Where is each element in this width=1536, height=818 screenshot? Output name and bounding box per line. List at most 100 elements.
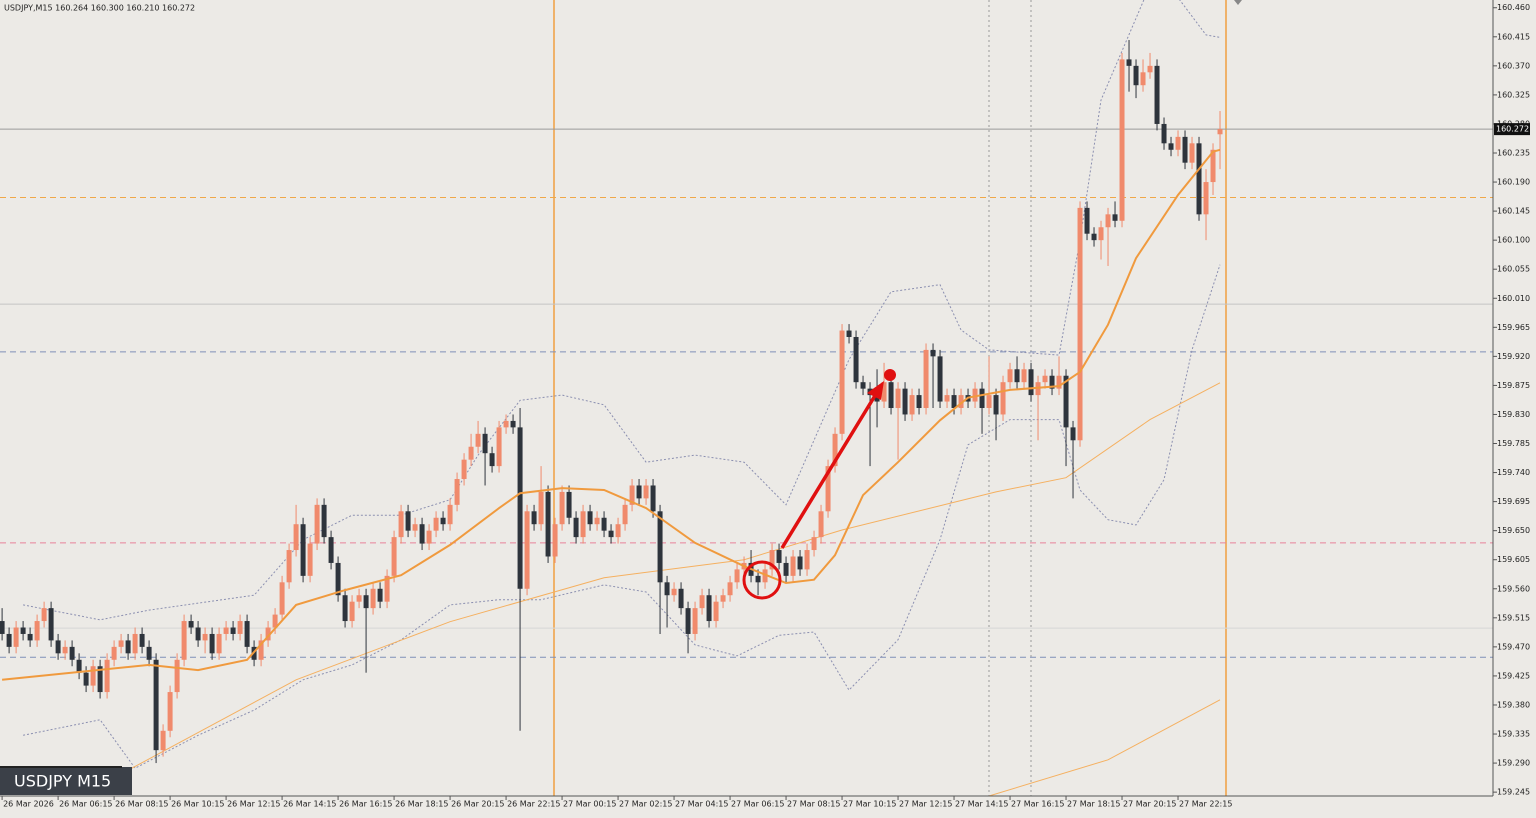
- x-tick-label: 27 Mar 10:15: [843, 800, 896, 809]
- candle-body: [195, 627, 201, 641]
- candle-body: [629, 485, 635, 505]
- candle-body: [216, 633, 222, 654]
- candle-body: [314, 504, 320, 544]
- candle-body: [237, 621, 243, 634]
- candle-body: [664, 582, 670, 596]
- candle-body: [118, 640, 124, 647]
- x-tick-label: 27 Mar 08:15: [787, 800, 840, 809]
- candle-body: [342, 595, 348, 622]
- candle-body: [125, 640, 131, 654]
- candle-body: [566, 491, 572, 518]
- candle-body: [762, 569, 768, 583]
- candle-body: [244, 621, 250, 647]
- candle-body: [223, 627, 229, 634]
- candle-body: [356, 595, 362, 602]
- chart-title: USDJPY,M15 160.264 160.300 160.210 160.2…: [4, 4, 195, 13]
- candle-body: [657, 511, 663, 583]
- candle-body: [594, 517, 600, 525]
- candle-body: [510, 420, 516, 428]
- candle-body: [1014, 369, 1020, 383]
- indicator-line: [988, 699, 1221, 796]
- candle-body: [1021, 369, 1027, 383]
- candle-body: [559, 491, 565, 525]
- candle-body: [1112, 214, 1118, 221]
- candle-body: [202, 633, 208, 641]
- candle-body: [258, 640, 264, 660]
- candle-body: [524, 511, 530, 589]
- candle-body: [363, 595, 369, 609]
- candle-body: [1196, 143, 1202, 215]
- x-tick-label: 26 Mar 06:15: [59, 800, 112, 809]
- candle-body: [1203, 182, 1209, 215]
- y-tick-label: 160.460: [1497, 3, 1530, 12]
- candle-body: [1007, 369, 1013, 383]
- y-tick-label: 159.470: [1497, 642, 1530, 651]
- candle-body: [1168, 143, 1174, 150]
- y-tick-label: 159.335: [1497, 730, 1530, 739]
- candle-body: [937, 356, 943, 402]
- candle-body: [307, 543, 313, 576]
- candle-body: [909, 395, 915, 415]
- candle-body: [111, 646, 117, 660]
- x-tick-label: 26 Mar 14:15: [283, 800, 336, 809]
- candle-body: [461, 459, 467, 480]
- candle-body: [552, 524, 558, 557]
- y-tick-label: 159.920: [1497, 352, 1530, 361]
- candle-body: [496, 427, 502, 467]
- candle-body: [384, 575, 390, 602]
- y-tick-label: 160.190: [1497, 178, 1530, 187]
- candle-body: [678, 588, 684, 609]
- candle-body: [587, 511, 593, 525]
- candle-body: [615, 524, 621, 538]
- candle-body: [1182, 136, 1188, 163]
- candle-body: [328, 537, 334, 563]
- candle-body: [482, 433, 488, 454]
- target-dot: [884, 369, 896, 381]
- candle-body: [888, 382, 894, 409]
- candle-body: [1161, 123, 1167, 144]
- candle-body: [1000, 382, 1006, 415]
- candle-body: [468, 446, 474, 460]
- y-tick-label: 159.425: [1497, 671, 1530, 680]
- candle-body: [27, 633, 33, 641]
- indicator-line: [1, 148, 1221, 681]
- candle-body: [839, 330, 845, 434]
- candle-body: [188, 621, 194, 628]
- y-tick-label: 160.010: [1497, 294, 1530, 303]
- current-price-box: [1494, 123, 1530, 136]
- y-tick-label: 159.830: [1497, 410, 1530, 419]
- candle-body: [1154, 65, 1160, 124]
- candle-body: [1091, 233, 1097, 241]
- candle-body: [1189, 143, 1195, 163]
- current-price-label: 160.272: [1496, 125, 1529, 134]
- y-tick-label: 160.145: [1497, 207, 1530, 216]
- candle-body: [734, 569, 740, 583]
- indicator-line: [127, 382, 1221, 771]
- candle-body: [433, 517, 439, 531]
- candle-body: [1175, 136, 1181, 150]
- candle-body: [790, 556, 796, 576]
- candle-body: [650, 485, 656, 512]
- candle-body: [853, 336, 859, 383]
- candle-body: [41, 608, 47, 622]
- x-tick-label: 26 Mar 2026: [3, 800, 54, 809]
- candle-body: [916, 395, 922, 409]
- y-tick-label: 159.290: [1497, 759, 1530, 768]
- plot-area: [0, 0, 1493, 796]
- candle-body: [1070, 427, 1076, 441]
- x-tick-label: 26 Mar 18:15: [395, 800, 448, 809]
- candle-body: [398, 511, 404, 538]
- candle-body: [34, 621, 40, 641]
- candle-body: [517, 427, 523, 589]
- candle-body: [1049, 375, 1055, 389]
- candle-body: [538, 491, 544, 525]
- x-tick-label: 27 Mar 18:15: [1067, 800, 1120, 809]
- x-tick-label: 27 Mar 02:15: [619, 800, 672, 809]
- candle-body: [1210, 149, 1216, 183]
- candle-body: [503, 420, 509, 428]
- candle-body: [1126, 59, 1132, 66]
- x-tick-label: 26 Mar 12:15: [227, 800, 280, 809]
- candle-body: [769, 550, 775, 570]
- y-tick-label: 159.875: [1497, 381, 1530, 390]
